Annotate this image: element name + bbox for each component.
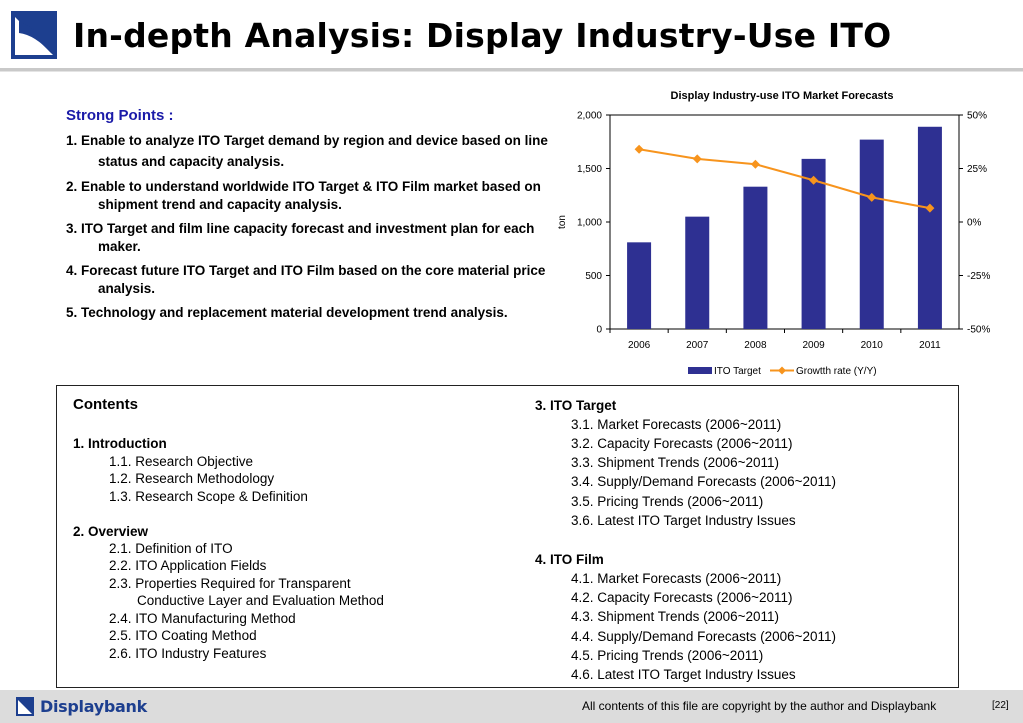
growth-rate-point [809, 175, 819, 185]
toc-item: 2.3. Properties Required for Transparent [109, 576, 351, 591]
strong-points-section: Strong Points : 1. Enable to analyze ITO… [66, 107, 556, 328]
toc-item: 3.1. Market Forecasts (2006~2011) [571, 417, 782, 432]
y2-tick-label: 25% [967, 164, 987, 175]
toc-item: 4.6. Latest ITO Target Industry Issues [571, 667, 796, 682]
toc-item: 3.4. Supply/Demand Forecasts (2006~2011) [571, 474, 837, 489]
growth-rate-line [638, 148, 931, 210]
x-tick-label: 2011 [919, 340, 941, 351]
y2-tick-label: 50% [967, 111, 987, 122]
toc-item: 3.3. Shipment Trends (2006~2011) [571, 455, 780, 470]
toc-section-title: 1. Introduction [73, 436, 167, 451]
chart-title: Display Industry-use ITO Market Forecast… [671, 90, 894, 102]
x-tick-label: 2007 [686, 340, 709, 351]
growth-rate-point [925, 203, 935, 213]
toc-section-title: 2. Overview [73, 524, 149, 539]
toc-item: 4.4. Supply/Demand Forecasts (2006~2011) [571, 629, 837, 644]
title-divider-shadow [0, 71, 1023, 72]
toc-item: 2.5. ITO Coating Method [109, 628, 257, 643]
x-tick-label: 2010 [861, 340, 884, 351]
bar-ito-target [917, 126, 942, 329]
toc-item: 2.1. Definition of ITO [109, 541, 233, 556]
footer-bar: Displaybank All contents of this file ar… [0, 690, 1023, 723]
x-tick-label: 2006 [628, 340, 651, 351]
strong-point-item: 1. Enable to analyze ITO Target demand b… [66, 133, 548, 169]
legend-swatch-ito-target [688, 367, 712, 374]
company-logo [11, 11, 57, 59]
page-title: In-depth Analysis: Display Industry-Use … [73, 16, 892, 55]
bar-ito-target [743, 186, 768, 329]
toc-item: 1.3. Research Scope & Definition [109, 489, 308, 504]
contents-box: Contents 1. Introduction 1.1. Research O… [56, 385, 959, 688]
growth-rate-point [750, 159, 760, 169]
toc-item: 4.1. Market Forecasts (2006~2011) [571, 571, 782, 586]
bar-ito-target [627, 242, 652, 329]
x-tick-label: 2008 [744, 340, 767, 351]
bar-ito-target [685, 216, 710, 329]
y-tick-label: 1,500 [577, 164, 602, 175]
toc-item: Conductive Layer and Evaluation Method [137, 593, 384, 608]
y2-tick-label: 0% [967, 218, 982, 229]
legend-label-growth-rate: Growtth rate (Y/Y) [796, 366, 877, 377]
plot-area [609, 114, 960, 330]
strong-point-item: 2. Enable to understand worldwide ITO Ta… [66, 179, 541, 212]
toc-item: 2.2. ITO Application Fields [109, 558, 267, 573]
contents-heading: Contents [73, 396, 138, 413]
toc-item: 3.6. Latest ITO Target Industry Issues [571, 513, 796, 528]
toc-item: 1.1. Research Objective [109, 454, 254, 469]
growth-rate-point [867, 192, 877, 202]
bar-ito-target [859, 139, 884, 329]
y-tick-label: 2,000 [577, 111, 602, 122]
growth-rate-point [634, 144, 644, 154]
page-number: [22] [992, 700, 1009, 711]
toc-item: 4.2. Capacity Forecasts (2006~2011) [571, 590, 793, 605]
legend-label-ito-target: ITO Target [714, 366, 761, 377]
legend-swatch-growth-marker [778, 366, 786, 375]
growth-rate-point [692, 154, 702, 164]
toc-item: 3.5. Pricing Trends (2006~2011) [571, 494, 764, 509]
y2-tick-label: -50% [967, 325, 990, 336]
toc-item: 4.5. Pricing Trends (2006~2011) [571, 648, 764, 663]
toc-item: 3.2. Capacity Forecasts (2006~2011) [571, 436, 793, 451]
y-tick-label: 1,000 [577, 218, 602, 229]
toc-section-title: 3. ITO Target [535, 398, 617, 413]
y-tick-label: 0 [596, 325, 602, 336]
strong-point-item: 3. ITO Target and film line capacity for… [66, 221, 535, 254]
y-tick-label: 500 [585, 271, 602, 282]
strong-point-item: 4. Forecast future ITO Target and ITO Fi… [66, 263, 546, 296]
toc-item: 2.6. ITO Industry Features [109, 646, 267, 661]
y2-tick-label: -25% [967, 271, 990, 282]
chart-svg: Display Industry-use ITO Market Forecast… [557, 90, 990, 377]
toc-item: 1.2. Research Methodology [109, 471, 275, 486]
toc-item: 4.3. Shipment Trends (2006~2011) [571, 609, 780, 624]
market-forecast-chart: Display Industry-use ITO Market Forecast… [545, 84, 1015, 386]
strong-points-heading: Strong Points : [66, 107, 174, 124]
copyright-notice: All contents of this file are copyright … [582, 699, 937, 713]
bar-ito-target [801, 158, 826, 329]
x-tick-label: 2009 [802, 340, 825, 351]
brand-mark-icon [16, 697, 34, 716]
footer-brand: Displaybank [40, 697, 147, 716]
title-divider [0, 68, 1023, 71]
strong-point-item: 5. Technology and replacement material d… [66, 305, 508, 320]
y-axis-label: ton [557, 215, 568, 229]
toc-item: 2.4. ITO Manufacturing Method [109, 611, 296, 626]
toc-section-title: 4. ITO Film [535, 552, 604, 567]
